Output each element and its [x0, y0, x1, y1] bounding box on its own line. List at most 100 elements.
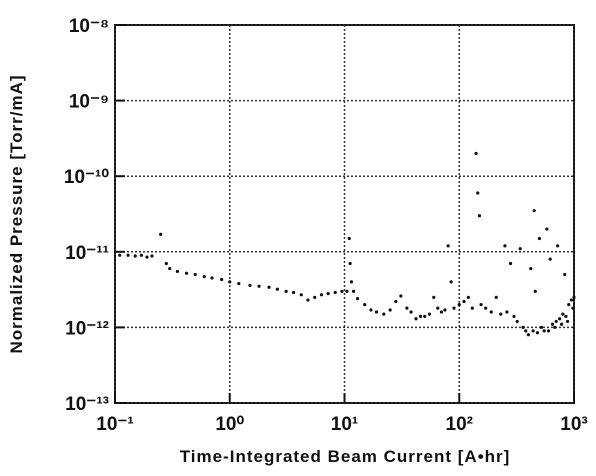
- data-point: [474, 151, 478, 156]
- data-point: [374, 310, 379, 314]
- data-point: [333, 290, 337, 295]
- data-point: [299, 293, 303, 297]
- data-point: [548, 257, 552, 261]
- data-point: [248, 283, 252, 287]
- y-tick-label: 10⁻¹⁰: [64, 167, 109, 188]
- data-point: [567, 303, 571, 307]
- data-point: [462, 299, 466, 304]
- data-point: [363, 303, 367, 307]
- data-point: [220, 277, 224, 282]
- data-point: [145, 255, 149, 259]
- data-point: [449, 280, 453, 284]
- data-point: [126, 253, 130, 257]
- data-point: [326, 291, 330, 296]
- data-point: [515, 319, 519, 324]
- data-point: [561, 312, 565, 316]
- data-point: [405, 306, 409, 310]
- data-point: [554, 319, 558, 324]
- data-point: [452, 306, 456, 310]
- data-point: [529, 266, 533, 271]
- data-point: [521, 325, 525, 329]
- data-point: [558, 317, 562, 321]
- y-axis-label: Normalized Pressure [Torr/mA]: [7, 74, 26, 353]
- data-point: [150, 254, 154, 258]
- data-point: [526, 333, 530, 337]
- data-point: [306, 298, 310, 302]
- data-point: [347, 236, 351, 241]
- data-point: [133, 254, 137, 258]
- y-tick-label: 10⁻⁸: [69, 16, 109, 37]
- data-point: [164, 261, 168, 266]
- data-point: [319, 293, 324, 297]
- data-point: [436, 306, 440, 310]
- data-point: [476, 191, 480, 195]
- data-point: [349, 280, 354, 284]
- data-point: [340, 289, 344, 293]
- data-point: [228, 280, 232, 284]
- data-point: [414, 317, 418, 321]
- data-point: [484, 306, 488, 310]
- data-point: [369, 308, 373, 312]
- data-point: [139, 253, 144, 257]
- data-point: [193, 272, 197, 277]
- data-point: [512, 314, 516, 318]
- data-point: [275, 287, 279, 291]
- x-axis-label: Time-Integrated Beam Current [A•hr]: [180, 447, 511, 466]
- data-point: [210, 276, 214, 280]
- data-point: [542, 329, 546, 333]
- data-point: [313, 295, 317, 299]
- data-point: [489, 310, 493, 314]
- data-point: [355, 297, 360, 301]
- data-point: [571, 306, 575, 310]
- data-point: [118, 253, 122, 257]
- data-point: [560, 322, 564, 326]
- data-point: [257, 284, 261, 288]
- data-point: [566, 319, 570, 324]
- y-tick-label: 10⁻¹¹: [65, 243, 109, 264]
- data-point: [202, 274, 206, 279]
- x-tick-label: 10⁰: [215, 414, 244, 435]
- data-point: [518, 247, 522, 251]
- data-point: [546, 329, 551, 333]
- data-point: [537, 236, 542, 241]
- data-point: [569, 298, 574, 302]
- x-tick-label: 10³: [560, 414, 587, 435]
- data-point: [439, 310, 444, 314]
- data-point: [345, 289, 349, 293]
- data-point: [499, 312, 503, 316]
- data-point: [505, 310, 509, 314]
- data-point: [532, 209, 536, 213]
- data-point: [479, 303, 483, 307]
- data-point: [535, 331, 540, 335]
- data-point: [524, 329, 528, 333]
- data-point: [531, 329, 535, 333]
- data-point: [443, 308, 447, 312]
- x-tick-label: 10⁻¹: [96, 414, 134, 435]
- data-point: [563, 272, 567, 277]
- data-point: [503, 244, 507, 248]
- y-tick-label: 10⁻¹²: [65, 318, 109, 339]
- data-point: [409, 310, 413, 314]
- data-point: [564, 314, 568, 318]
- data-point: [533, 289, 537, 293]
- data-point: [382, 312, 386, 316]
- data-point: [477, 214, 482, 218]
- data-point: [432, 295, 436, 299]
- data-point: [267, 285, 271, 289]
- data-point: [446, 244, 450, 248]
- data-point: [168, 266, 172, 271]
- data-point: [545, 227, 549, 231]
- data-point: [394, 299, 398, 304]
- data-point: [348, 261, 352, 266]
- data-point: [418, 314, 423, 318]
- data-point: [184, 271, 189, 275]
- data-point: [494, 295, 498, 299]
- data-point: [284, 289, 288, 293]
- data-point: [539, 325, 544, 329]
- data-point: [508, 261, 513, 266]
- data-point: [572, 295, 576, 299]
- data-point: [388, 308, 392, 312]
- data-point: [457, 303, 461, 307]
- y-tick-label: 10⁻⁹: [69, 92, 109, 113]
